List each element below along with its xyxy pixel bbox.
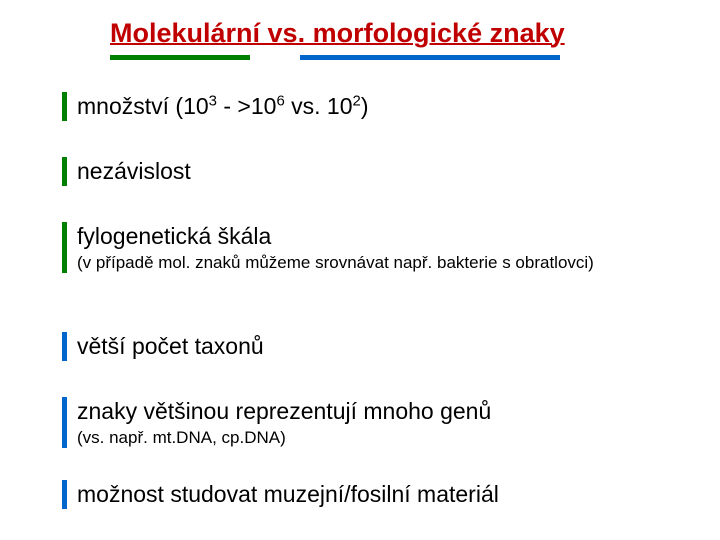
- superscript: 2: [353, 92, 361, 109]
- superscript: 3: [209, 92, 217, 109]
- item-main-text: možnost studovat muzejní/fosilní materiá…: [77, 480, 499, 509]
- text-frag: ): [361, 93, 369, 119]
- list-item: nezávislost: [62, 157, 191, 186]
- text-frag: - >10: [217, 93, 276, 119]
- item-main-text: znaky většinou reprezentují mnoho genů: [77, 397, 491, 426]
- list-item: fylogenetická škála (v případě mol. znak…: [62, 222, 594, 273]
- list-item: znaky většinou reprezentují mnoho genů (…: [62, 397, 491, 448]
- item-main-text: nezávislost: [77, 157, 191, 186]
- item-main-text: fylogenetická škála: [77, 222, 594, 251]
- list-item: větší počet taxonů: [62, 332, 264, 361]
- title-underline-blue: [300, 55, 560, 60]
- item-sub-text: (vs. např. mt.DNA, cp.DNA): [77, 428, 491, 448]
- superscript: 6: [276, 92, 284, 109]
- text-frag: množství (10: [77, 93, 209, 119]
- title-underline-green: [110, 55, 250, 60]
- page-title: Molekulární vs. morfologické znaky: [110, 18, 565, 48]
- list-item: množství (103 - >106 vs. 102): [62, 92, 369, 121]
- item-main-text: množství (103 - >106 vs. 102): [77, 92, 369, 121]
- item-main-text: větší počet taxonů: [77, 332, 264, 361]
- page-title-wrap: Molekulární vs. morfologické znaky: [110, 18, 565, 49]
- text-frag: vs. 10: [285, 93, 353, 119]
- list-item: možnost studovat muzejní/fosilní materiá…: [62, 480, 499, 509]
- item-sub-text: (v případě mol. znaků můžeme srovnávat n…: [77, 253, 594, 273]
